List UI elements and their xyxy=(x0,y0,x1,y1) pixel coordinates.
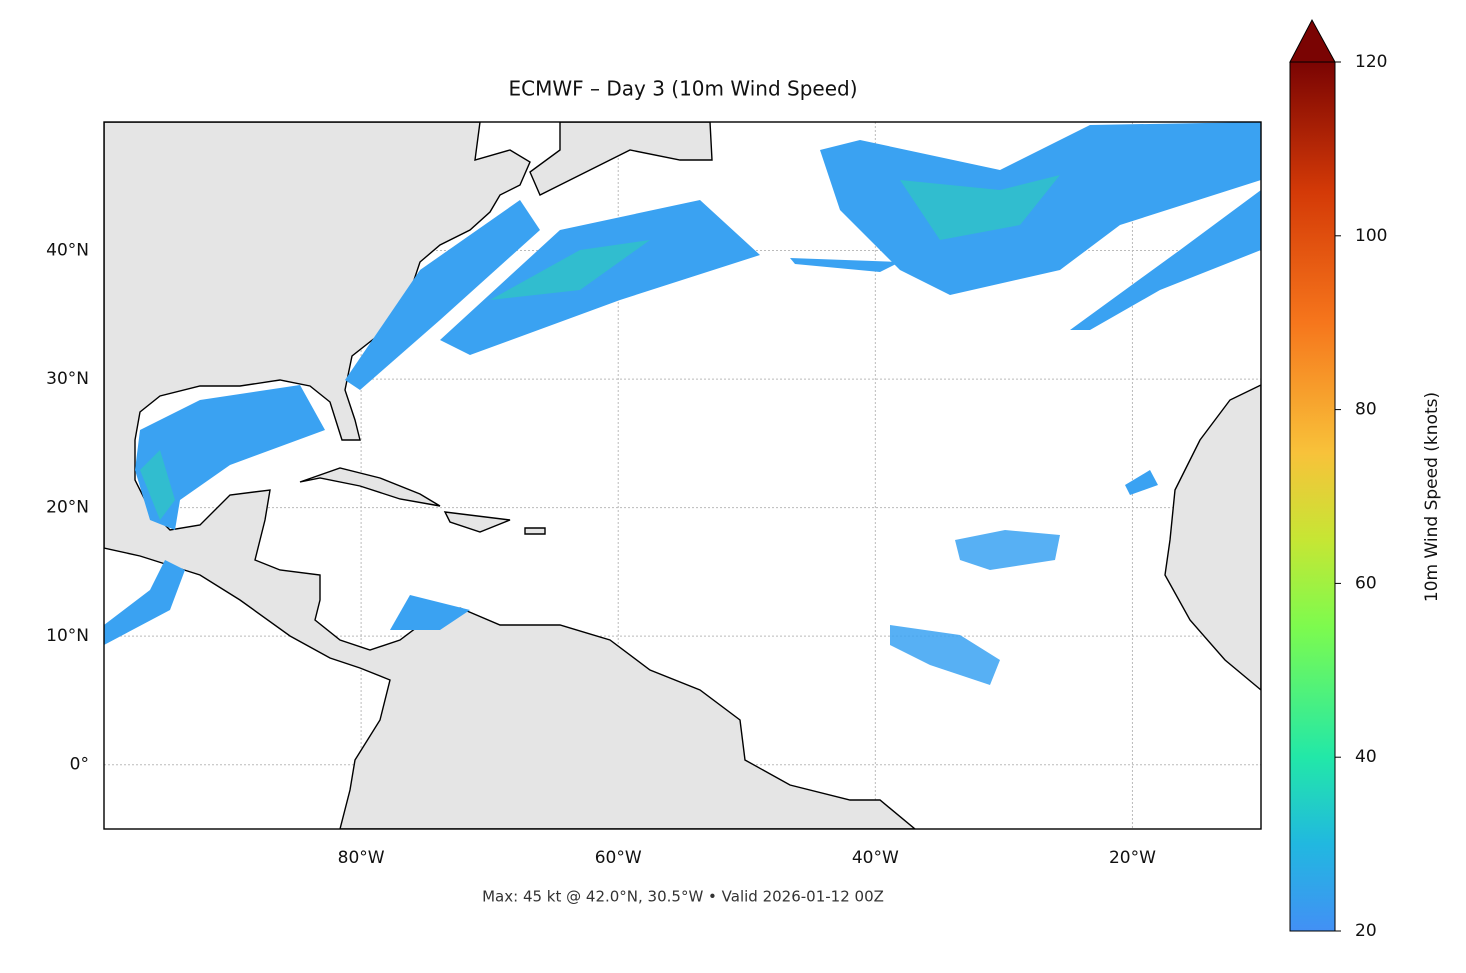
x-tick-label: 80°W xyxy=(338,848,385,868)
colorbar-ticks: 20 40 60 80 100 120 xyxy=(1335,52,1387,941)
canada-maritimes xyxy=(529,122,713,196)
colorbar-tick-label: 80 xyxy=(1355,400,1377,420)
colorbar-tick-label: 100 xyxy=(1355,226,1387,246)
colorbar-label: 10m Wind Speed (knots) xyxy=(1422,392,1442,602)
x-tick-label: 40°W xyxy=(852,848,899,868)
colorbar-tick-label: 20 xyxy=(1355,921,1377,941)
colorbar xyxy=(1289,61,1336,932)
y-tick-label: 20°N xyxy=(46,498,89,518)
colorbar-tick-label: 40 xyxy=(1355,747,1377,767)
x-tick-label: 20°W xyxy=(1109,848,1156,868)
y-tick-label: 10°N xyxy=(46,626,89,646)
x-tick-label: 60°W xyxy=(595,848,642,868)
subtitle: Max: 45 kt @ 42.0°N, 30.5°W • Valid 2026… xyxy=(482,888,884,906)
colorbar-tick-label: 120 xyxy=(1355,52,1387,72)
y-tick-label: 30°N xyxy=(46,369,89,389)
puerto-rico xyxy=(524,527,546,535)
chart-title: ECMWF – Day 3 (10m Wind Speed) xyxy=(509,77,858,101)
y-tick-label: 40°N xyxy=(46,241,89,261)
y-tick-label: 0° xyxy=(70,755,89,775)
cuba xyxy=(299,467,441,507)
colorbar-tick-label: 60 xyxy=(1355,573,1377,593)
africa xyxy=(1164,384,1261,691)
axes: 80°W 60°W 40°W 20°W 0° 10°N 20°N 30°N 40°N xyxy=(46,241,1156,868)
map-frame xyxy=(103,121,1262,830)
colorbar-extend xyxy=(1289,18,1336,63)
hispaniola xyxy=(443,511,511,533)
map-area xyxy=(104,122,1261,829)
wind-field xyxy=(104,122,1261,685)
